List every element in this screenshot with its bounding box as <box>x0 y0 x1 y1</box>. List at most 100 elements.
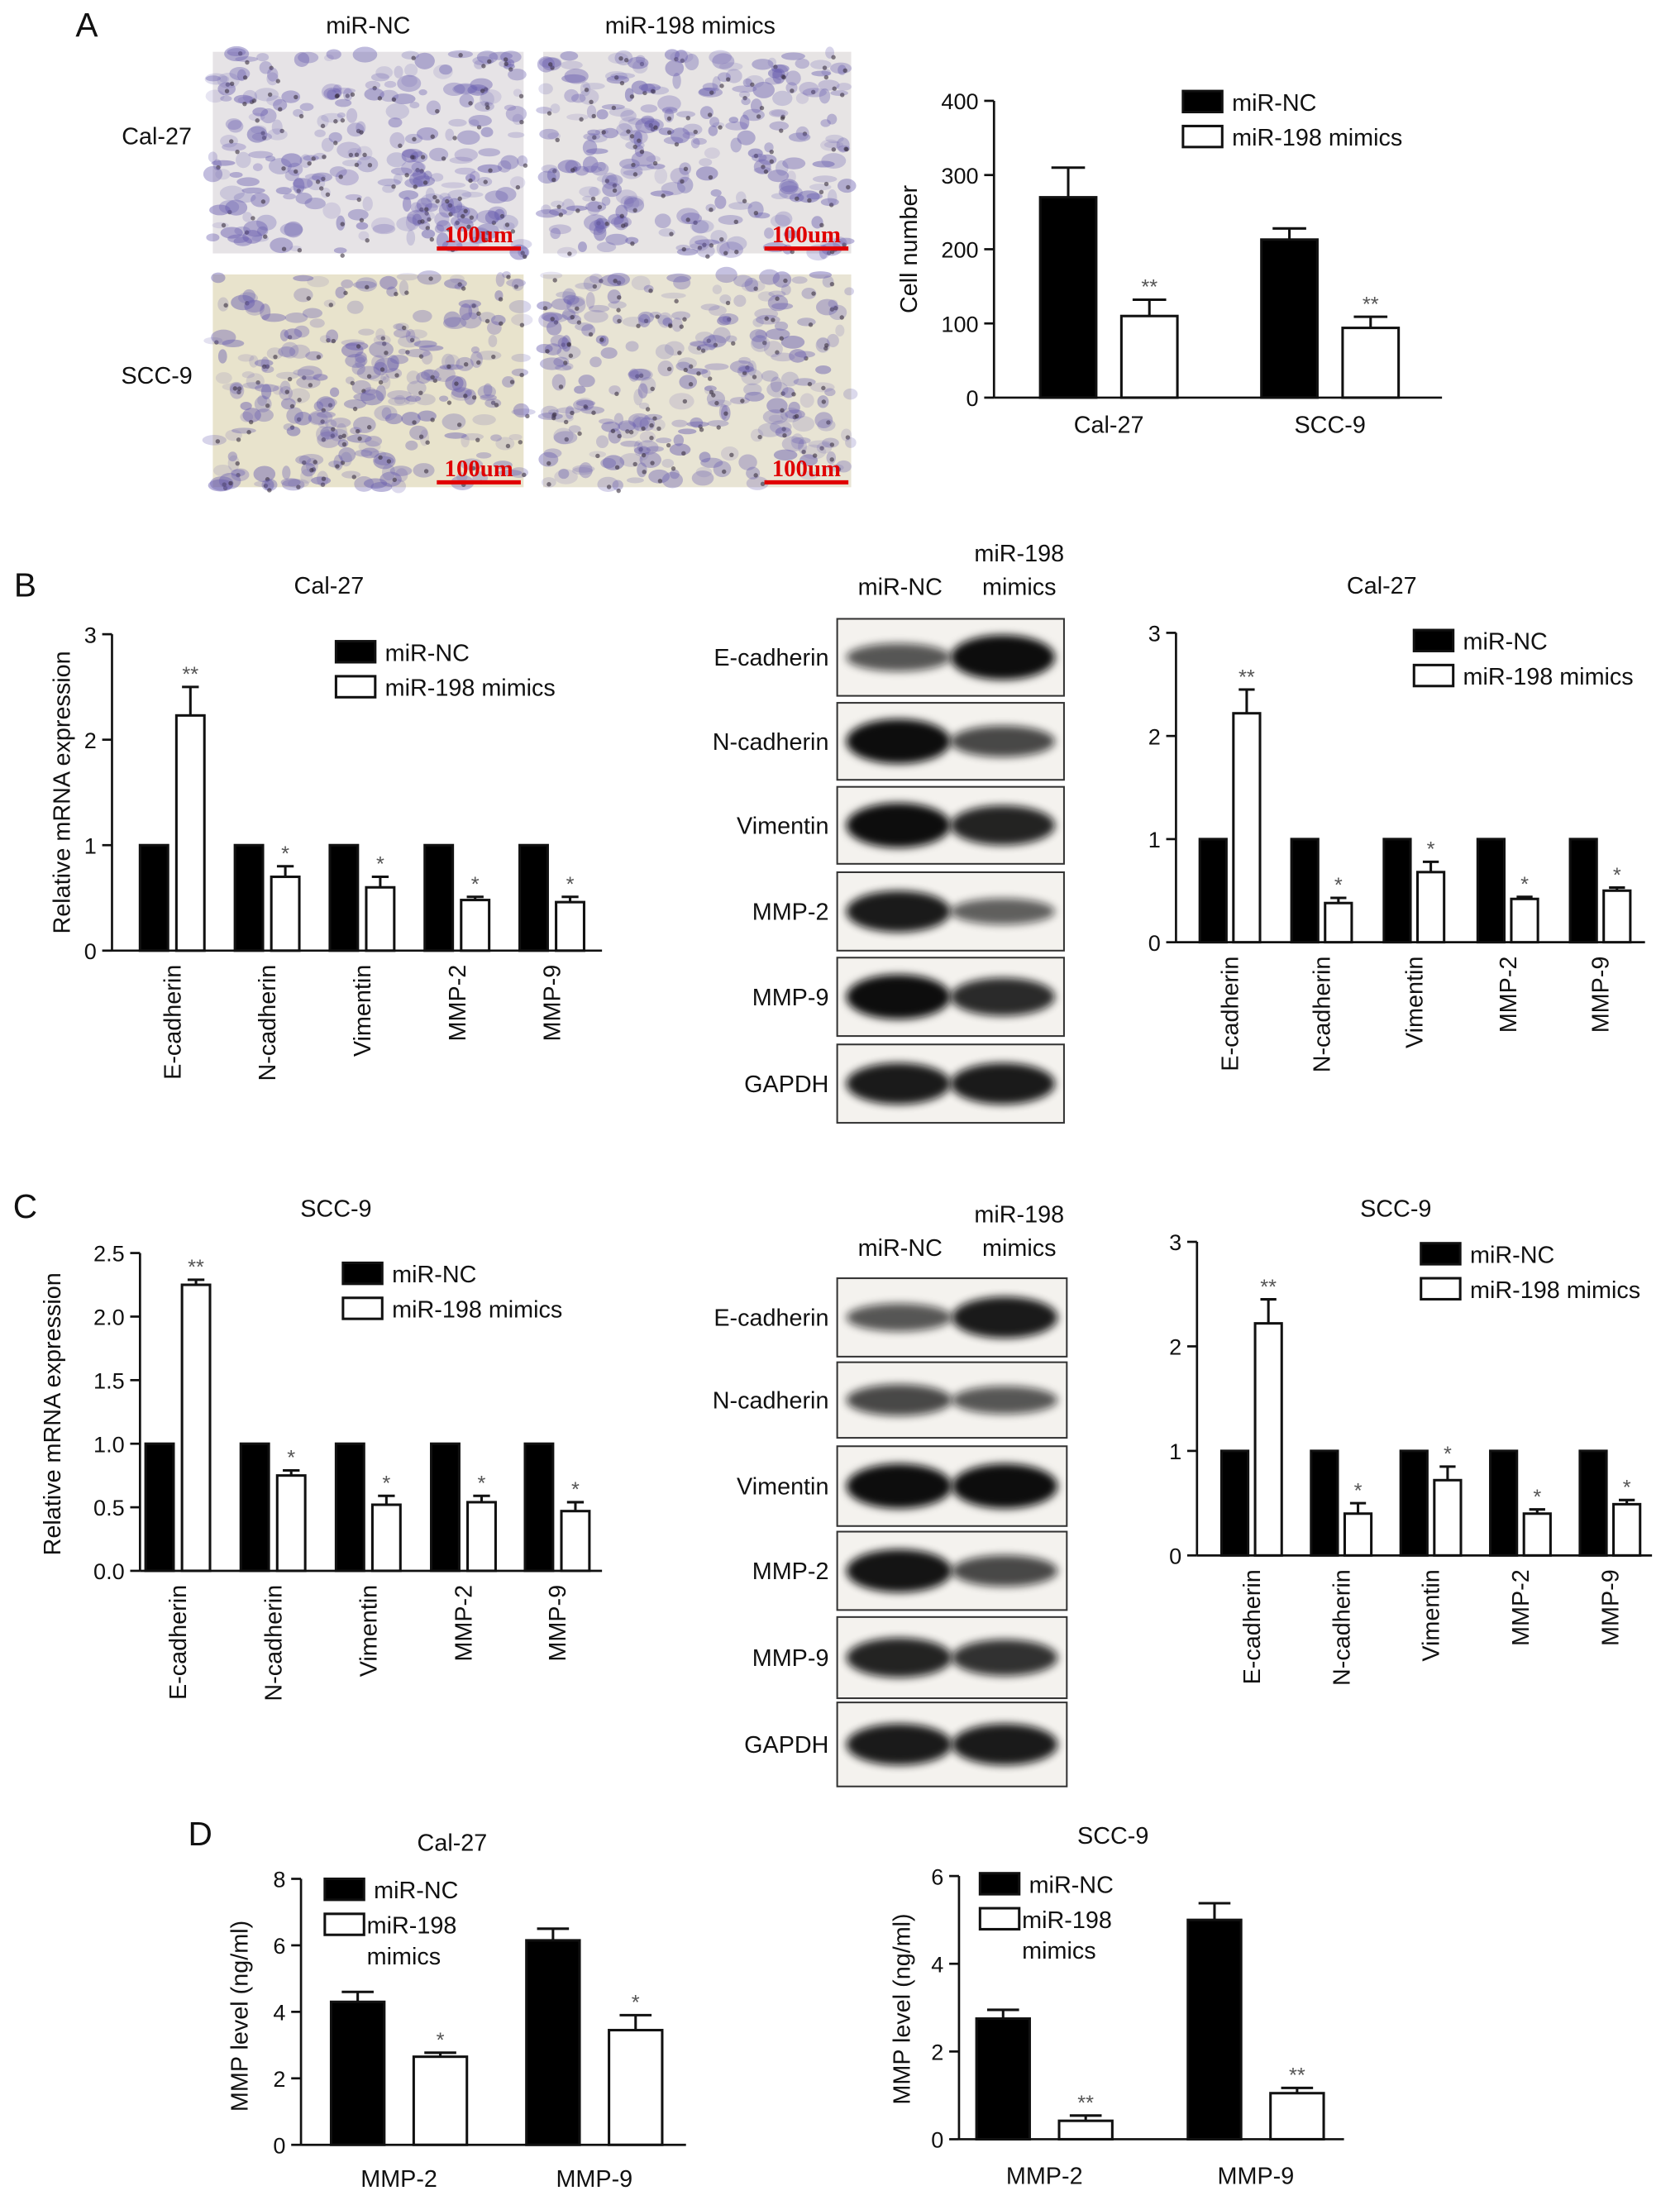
pore <box>645 407 651 412</box>
cell <box>585 201 607 212</box>
pore <box>637 138 642 143</box>
pore <box>674 141 680 147</box>
cell <box>663 136 684 145</box>
cell <box>827 113 838 125</box>
pore <box>330 433 336 438</box>
cell <box>452 84 478 95</box>
cell <box>423 369 434 378</box>
pore <box>320 482 326 487</box>
pore <box>829 281 835 287</box>
cell <box>671 419 688 427</box>
pore <box>491 220 497 226</box>
pore <box>591 410 596 415</box>
cell <box>785 409 805 419</box>
pore <box>419 207 424 212</box>
cell <box>781 387 795 399</box>
pore <box>484 318 490 324</box>
chart-title: Cal-27 <box>294 573 365 599</box>
cell <box>671 127 690 144</box>
pore <box>463 208 468 214</box>
pore <box>782 432 787 438</box>
blot-column-label: miR-198 <box>974 1201 1064 1228</box>
cell <box>710 230 728 244</box>
pore <box>380 336 386 341</box>
cell <box>260 303 271 321</box>
cell <box>398 348 408 355</box>
pore <box>546 461 551 466</box>
cell <box>661 471 684 489</box>
bar <box>1310 1449 1339 1557</box>
pore <box>642 90 647 96</box>
cell <box>558 468 570 480</box>
cell <box>316 426 331 442</box>
cell <box>674 50 689 64</box>
pore <box>674 298 679 303</box>
cell <box>767 57 777 68</box>
error-bar <box>1239 688 1255 714</box>
cell <box>293 178 313 189</box>
cell <box>822 437 839 448</box>
pore <box>779 336 785 341</box>
pore <box>626 129 631 134</box>
cell <box>556 246 578 258</box>
scale-bar <box>437 480 521 484</box>
cell <box>451 389 472 401</box>
pore <box>398 143 403 148</box>
cell <box>454 148 478 162</box>
cell <box>836 83 852 91</box>
pore <box>652 416 657 421</box>
blot-band <box>846 1723 952 1765</box>
pore <box>604 179 610 184</box>
pore <box>470 465 476 471</box>
pore <box>614 391 619 397</box>
significance: * <box>471 873 480 896</box>
cell <box>352 46 378 63</box>
pore <box>575 306 580 311</box>
x-tick-label: MMP-2 <box>1006 2164 1083 2190</box>
cell <box>396 273 419 281</box>
cell <box>434 224 445 233</box>
cell <box>321 429 335 437</box>
cell <box>461 434 470 448</box>
panel-label: D <box>188 1815 212 1853</box>
cell <box>211 272 226 284</box>
cell <box>319 397 337 408</box>
cell <box>289 344 311 359</box>
cell <box>370 217 395 234</box>
pore <box>296 417 302 422</box>
cell <box>241 371 255 379</box>
cell <box>233 192 256 203</box>
cell <box>578 241 587 253</box>
cell <box>628 368 651 380</box>
cell <box>626 477 644 484</box>
cell <box>733 274 753 288</box>
cell <box>623 169 643 176</box>
bar <box>180 1283 212 1573</box>
pore <box>617 318 622 324</box>
legend-swatch <box>978 1872 1021 1896</box>
pore <box>246 430 251 435</box>
cell <box>602 182 623 198</box>
x-tick-label: Vimentin <box>356 1585 383 1677</box>
pore <box>666 130 672 135</box>
pore <box>229 81 235 87</box>
pore <box>745 365 750 370</box>
y-axis-label: Cell number <box>896 185 923 313</box>
pore <box>823 74 829 80</box>
cell <box>511 278 524 291</box>
pore <box>826 420 831 425</box>
pore <box>222 482 227 487</box>
cell <box>541 204 551 215</box>
cell <box>447 189 472 200</box>
cell <box>607 289 622 304</box>
blot-band <box>952 1386 1058 1415</box>
cell <box>317 115 329 128</box>
pore <box>632 461 637 467</box>
cell <box>404 396 417 405</box>
pore <box>362 152 367 158</box>
cell <box>782 157 806 169</box>
pore <box>321 476 327 481</box>
y-tick-label: 3 <box>1148 621 1161 647</box>
y-tick-label: 0 <box>931 2127 943 2153</box>
